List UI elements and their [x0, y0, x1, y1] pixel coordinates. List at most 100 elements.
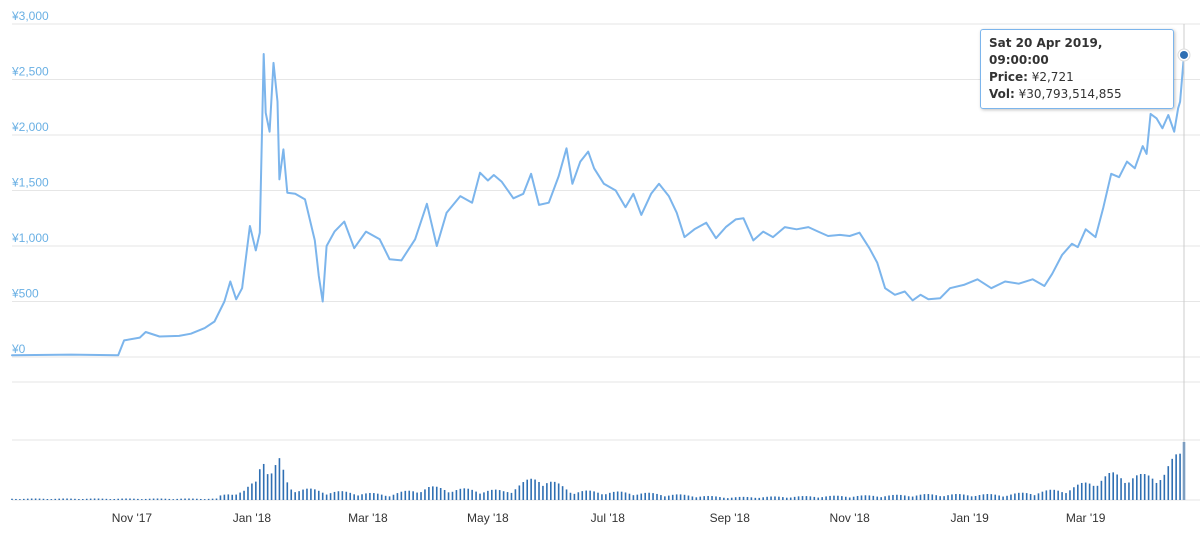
- volume-bar: [742, 496, 745, 500]
- volume-bar: [416, 492, 418, 500]
- volume-bar: [294, 492, 296, 500]
- volume-bar: [923, 494, 926, 500]
- volume-bar: [349, 492, 352, 500]
- volume-bar: [903, 495, 906, 500]
- volume-bar: [498, 490, 501, 500]
- volume-bar: [986, 494, 989, 500]
- volume-bar: [129, 498, 131, 500]
- volume-bar: [89, 498, 92, 500]
- volume-bar: [577, 492, 580, 500]
- volume-bar: [837, 495, 839, 500]
- volume-bar: [723, 497, 725, 500]
- volume-bar: [797, 496, 800, 500]
- volume-bar: [703, 496, 705, 500]
- volume-bar: [345, 491, 348, 500]
- volume-bar: [546, 483, 548, 500]
- volume-bar: [223, 494, 226, 500]
- volume-bar: [770, 496, 772, 500]
- volume-bar: [1179, 453, 1181, 500]
- volume-bar: [518, 485, 521, 500]
- volume-bar: [424, 489, 426, 500]
- x-tick-label: May '18: [467, 511, 509, 525]
- volume-bar: [1010, 494, 1012, 500]
- volume-bar: [180, 498, 182, 500]
- volume-bar: [333, 491, 336, 500]
- volume-bar: [1147, 475, 1150, 500]
- volume-bar: [557, 483, 560, 500]
- volume-bar: [754, 497, 757, 500]
- volume-bar: [1049, 489, 1052, 500]
- volume-bar: [612, 491, 615, 500]
- volume-bar: [1096, 485, 1099, 500]
- volume-bar: [892, 494, 894, 500]
- volume-bar: [762, 497, 764, 500]
- volume-bar: [176, 498, 178, 500]
- volume-bar: [778, 496, 780, 500]
- volume-bar: [439, 488, 442, 500]
- volume-bar: [660, 495, 662, 500]
- volume-bar: [70, 498, 72, 500]
- volume-bar: [876, 496, 879, 500]
- volume-bar: [455, 490, 458, 500]
- volume-bar: [860, 495, 863, 500]
- volume-bar: [341, 491, 344, 500]
- x-tick-label: Jan '18: [233, 511, 272, 525]
- volume-bar: [239, 492, 241, 500]
- volume-bar: [919, 494, 922, 500]
- volume-bar: [93, 498, 96, 500]
- volume-bar: [203, 499, 206, 500]
- volume-bar: [1132, 478, 1134, 500]
- volume-bar: [601, 494, 603, 500]
- volume-bar: [793, 496, 796, 500]
- volume-bar: [667, 495, 670, 500]
- volume-bar: [1175, 454, 1177, 500]
- volume-bar: [542, 485, 544, 500]
- volume-bar: [58, 498, 60, 500]
- volume-bar: [447, 492, 450, 500]
- volume-bar: [825, 496, 827, 500]
- x-tick-label: Nov '18: [830, 511, 871, 525]
- volume-bar: [274, 465, 277, 500]
- volume-bar: [1041, 491, 1044, 500]
- volume-bar: [321, 492, 324, 500]
- volume-bar: [1139, 473, 1142, 500]
- volume-bar: [679, 494, 682, 500]
- volume-bar: [955, 494, 957, 500]
- volume-bar: [11, 498, 13, 500]
- volume-bar: [534, 479, 536, 500]
- volume-bar: [1088, 483, 1091, 500]
- chart-tooltip: Sat 20 Apr 2019, 09:00:00 Price: ¥2,721 …: [980, 29, 1174, 109]
- volume-bar: [616, 491, 619, 500]
- volume-bar: [105, 498, 108, 500]
- volume-bar: [317, 490, 320, 500]
- volume-bar: [152, 498, 155, 500]
- volume-bar: [785, 497, 788, 500]
- volume-bar: [805, 496, 808, 500]
- volume-bar: [1151, 478, 1154, 500]
- volume-bar: [896, 494, 898, 500]
- volume-bar: [695, 497, 698, 500]
- volume-bar: [683, 494, 686, 500]
- volume-bar: [699, 496, 702, 500]
- tooltip-vol-row: Vol: ¥30,793,514,855: [989, 86, 1165, 103]
- volume-bar: [101, 498, 104, 500]
- volume-bar: [54, 498, 57, 500]
- volume-bar: [868, 495, 871, 500]
- volume-bar: [219, 495, 222, 500]
- volume-bar: [510, 492, 513, 500]
- volume-bar: [833, 495, 835, 500]
- volume-bar: [266, 474, 269, 500]
- volume-bar: [766, 496, 768, 500]
- volume-bar: [376, 493, 379, 500]
- volume-bar: [251, 483, 253, 500]
- volume-bar: [270, 473, 273, 500]
- volume-bar: [196, 498, 198, 500]
- volume-bar: [459, 488, 462, 500]
- volume-bar: [959, 494, 961, 500]
- volume-bar: [569, 492, 572, 500]
- volume-bar: [648, 492, 650, 500]
- volume-bar: [852, 496, 855, 500]
- volume-bar: [310, 488, 312, 500]
- volume-bar: [1021, 492, 1024, 500]
- volume-bar: [644, 492, 646, 500]
